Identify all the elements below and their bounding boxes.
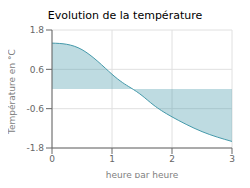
svg-text:2: 2 — [169, 154, 175, 164]
svg-text:1.8: 1.8 — [30, 25, 45, 35]
svg-text:0: 0 — [49, 154, 55, 164]
svg-text:-1.8: -1.8 — [26, 143, 44, 153]
html-text:Evolution de la température: Evolution de la température — [47, 9, 203, 22]
svg-text:0.6: 0.6 — [30, 65, 45, 75]
svg-text:1: 1 — [109, 154, 115, 164]
svg-text:-0.6: -0.6 — [26, 104, 44, 114]
svg-text:heure par heure: heure par heure — [106, 170, 179, 178]
svg-text:Température en °C: Température en °C — [8, 49, 17, 135]
svg-text:3: 3 — [229, 154, 235, 164]
